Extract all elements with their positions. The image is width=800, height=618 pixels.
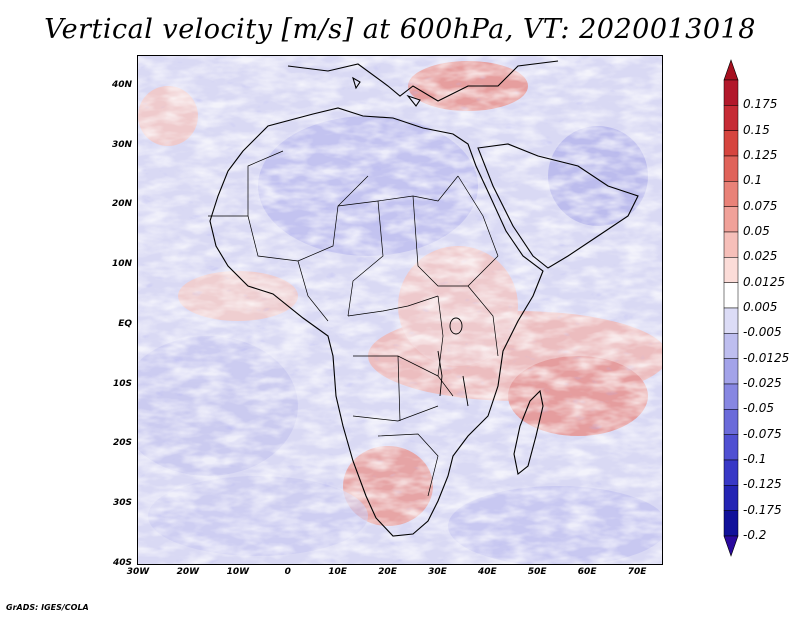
velocity-field-map [138,56,662,564]
colorbar-top-arrow [723,59,739,81]
lat-tick-label: 10N [111,259,132,270]
mediterranean-islands [352,76,421,107]
colorbar-label: -0.1 [743,452,767,466]
colorbar-label: -0.025 [743,376,782,390]
lat-tick-label: 40S [112,558,132,568]
lat-tick-label: 40N [111,79,132,90]
lon-tick-label: 20E [378,567,397,577]
colorbar-label: -0.075 [743,426,782,441]
lat-tick-label: 20N [111,199,132,210]
colorbar-swatch [723,181,739,207]
colorbar-label: -0.0125 [743,350,790,365]
chart-title: Vertical velocity [m/s] at 600hPa, VT: 2… [44,14,756,45]
colorbar-swatch [723,383,739,410]
lon-tick-label: 10W [226,567,250,577]
colorbar-label: -0.005 [743,325,782,340]
lakes [437,317,469,407]
colorbar-swatch [723,282,739,309]
colorbar-label: -0.2 [743,528,767,542]
colorbar-label: -0.05 [743,401,775,416]
lat-tick-label: 30N [111,139,132,150]
lon-tick-label: 30E [428,567,447,577]
colorbar [723,59,739,557]
madagascar-coastline [513,389,544,475]
map-panel [137,55,663,565]
europe-coast [287,60,559,102]
colorbar-swatch [723,510,739,537]
colorbar-swatch [723,206,739,233]
country-borders [208,150,499,497]
lon-tick-label: 10E [328,567,347,577]
colorbar-swatch [723,155,739,182]
colorbar-label: 0.1 [743,173,763,188]
lon-tick-label: 60E [577,567,597,577]
colorbar-swatch [723,79,739,106]
colorbar-label: 0.125 [743,148,778,162]
colorbar-swatch [723,231,739,258]
colorbar-label: 0.15 [743,122,770,137]
lon-tick-label: 30W [126,567,150,577]
lat-tick-label: EQ [118,318,132,329]
lat-tick-label: 20S [112,438,132,449]
arabian-peninsula [477,143,639,269]
lon-tick-label: 50E [527,567,547,577]
colorbar-label: -0.175 [743,502,782,517]
colorbar-label: -0.125 [743,477,782,492]
colorbar-label: 0.05 [743,224,770,238]
colorbar-swatch [723,257,739,283]
colorbar-swatch [723,434,739,461]
colorbar-bottom-arrow [723,535,739,557]
lat-tick-label: 10S [112,378,132,389]
africa-coastline [209,107,544,537]
lat-tick-label: 30S [112,498,132,509]
colorbar-swatch [723,459,739,486]
colorbar-label: 0.175 [743,97,778,112]
lon-tick-label: 20W [176,567,200,577]
colorbar-swatch [723,409,739,435]
colorbar-label: 0.0125 [743,274,785,289]
colorbar-swatch [723,130,739,157]
lon-tick-label: 0 [284,567,291,577]
lon-tick-label: 40E [477,567,497,577]
coastlines [209,60,639,537]
grads-credit: GrADS: IGES/COLA [6,603,89,612]
lon-tick-label: 70E [627,567,647,577]
colorbar-swatch [723,105,739,131]
colorbar-label: 0.075 [743,198,778,213]
colorbar-swatch [723,358,739,385]
colorbar-swatch [723,307,739,334]
colorbar-swatch [723,333,739,359]
colorbar-label: 0.025 [743,249,778,264]
colorbar-swatch [723,485,739,511]
colorbar-label: 0.005 [743,300,778,314]
